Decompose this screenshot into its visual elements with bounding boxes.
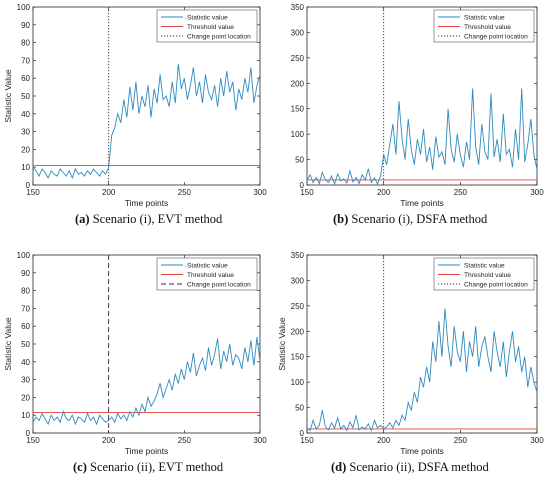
y-tick-label-c: 60 [21, 322, 30, 331]
y-tick-label-c: 100 [17, 251, 31, 260]
x-axis-label-b: Time points [400, 198, 444, 208]
y-axis-label-a: Statistic Value [3, 69, 13, 123]
y-tick-label-a: 30 [21, 128, 30, 137]
series-line-c [32, 336, 261, 426]
x-tick-label-b: 300 [530, 188, 544, 197]
y-tick-label-b: 250 [291, 54, 305, 63]
y-tick-label-d: 50 [295, 404, 304, 413]
y-tick-label-b: 100 [291, 130, 305, 139]
legend-label-c: Change point location [187, 282, 251, 289]
legend-label-d: Statistic value [464, 263, 505, 270]
y-tick-label-d: 350 [291, 251, 305, 260]
y-tick-label-c: 90 [21, 269, 30, 278]
legend-box-b [433, 9, 535, 43]
y-tick-label-c: 70 [21, 304, 30, 313]
x-tick-label-b: 150 [300, 188, 314, 197]
y-tick-label-c: 10 [21, 411, 30, 420]
legend-box-d [433, 257, 535, 291]
y-tick-label-b: 300 [291, 28, 305, 37]
legend-label-c: Threshold value [187, 272, 234, 279]
caption-c: (c) Scenario (ii), EVT method [73, 460, 224, 474]
y-tick-label-c: 20 [21, 393, 30, 402]
x-tick-label-a: 200 [102, 188, 116, 197]
legend-label-d: Threshold value [464, 272, 511, 279]
x-tick-label-d: 250 [454, 436, 468, 445]
y-tick-label-c: 80 [21, 287, 30, 296]
caption-d: (d) Scenario (ii), DSFA method [331, 460, 489, 474]
legend-label-d: Change point location [464, 282, 528, 289]
legend-label-a: Statistic value [187, 15, 228, 22]
x-axis-label-a: Time points [125, 198, 169, 208]
y-tick-label-d: 200 [291, 327, 305, 336]
x-tick-label-a: 150 [26, 188, 40, 197]
legend-label-c: Statistic value [187, 263, 228, 270]
caption-b: (b) Scenario (i), DSFA method [333, 212, 488, 226]
x-tick-label-a: 250 [178, 188, 192, 197]
x-tick-label-b: 200 [377, 188, 391, 197]
y-tick-label-c: 0 [26, 429, 31, 438]
y-tick-label-b: 50 [295, 156, 304, 165]
y-tick-label-b: 0 [300, 181, 305, 190]
x-tick-label-c: 200 [102, 436, 116, 445]
legend-label-a: Change point location [187, 34, 251, 41]
series-line-a [32, 63, 261, 180]
x-axis-label-d: Time points [400, 446, 444, 456]
x-tick-label-c: 250 [178, 436, 192, 445]
y-tick-label-c: 40 [21, 358, 30, 367]
x-tick-label-b: 250 [454, 188, 468, 197]
x-tick-label-c: 150 [26, 436, 40, 445]
legend-label-b: Change point location [464, 34, 528, 41]
legend-label-b: Statistic value [464, 15, 505, 22]
y-tick-label-c: 50 [21, 340, 30, 349]
y-tick-label-a: 20 [21, 145, 30, 154]
series-line-d [306, 308, 538, 432]
y-tick-label-b: 200 [291, 79, 305, 88]
y-tick-label-a: 80 [21, 39, 30, 48]
x-tick-label-d: 300 [530, 436, 544, 445]
x-tick-label-c: 300 [253, 436, 267, 445]
y-tick-label-a: 50 [21, 92, 30, 101]
legend-label-a: Threshold value [187, 24, 234, 31]
y-tick-label-a: 10 [21, 163, 30, 172]
y-tick-label-b: 350 [291, 3, 305, 12]
y-axis-label-d: Statistic Value [277, 317, 287, 371]
y-tick-label-a: 40 [21, 110, 30, 119]
y-tick-label-d: 250 [291, 302, 305, 311]
y-tick-label-d: 0 [300, 429, 305, 438]
x-tick-label-d: 150 [300, 436, 314, 445]
y-tick-label-b: 150 [291, 105, 305, 114]
legend-label-b: Threshold value [464, 24, 511, 31]
y-tick-label-d: 150 [291, 353, 305, 362]
y-tick-label-a: 60 [21, 74, 30, 83]
y-tick-label-d: 100 [291, 378, 305, 387]
x-tick-label-a: 300 [253, 188, 267, 197]
y-tick-label-a: 90 [21, 21, 30, 30]
legend-box-a [156, 9, 258, 43]
legend-box-c [156, 257, 258, 291]
y-tick-label-a: 100 [17, 3, 31, 12]
y-axis-label-c: Statistic Value [3, 317, 13, 371]
series-line-b [306, 88, 538, 186]
y-tick-label-c: 30 [21, 376, 30, 385]
x-axis-label-c: Time points [125, 446, 169, 456]
caption-a: (a) Scenario (i), EVT method [75, 212, 223, 226]
y-tick-label-a: 0 [26, 181, 31, 190]
y-tick-label-d: 300 [291, 276, 305, 285]
y-tick-label-a: 70 [21, 56, 30, 65]
x-tick-label-d: 200 [377, 436, 391, 445]
